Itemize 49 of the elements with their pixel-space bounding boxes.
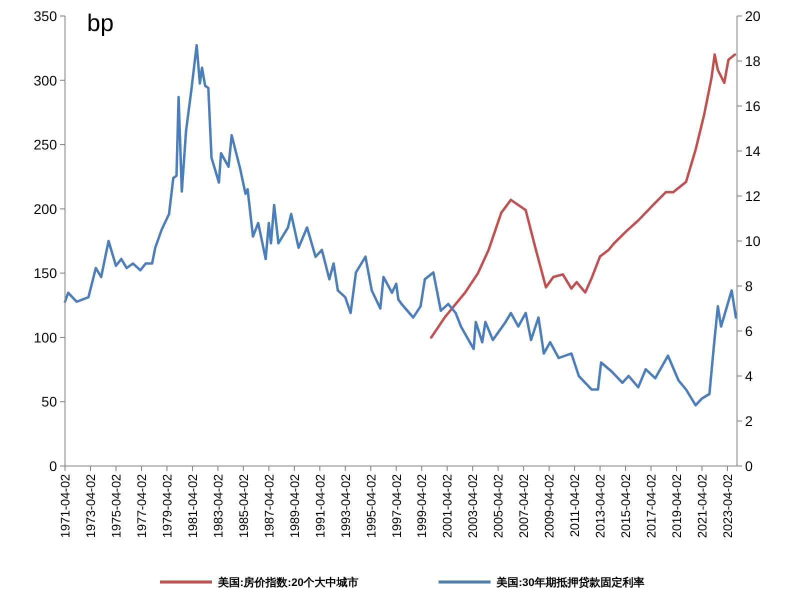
x-tick-label: 1989-04-02 — [288, 474, 302, 538]
x-tick-label: 1999-04-02 — [415, 474, 430, 538]
x-tick-label: 1977-04-02 — [134, 474, 149, 538]
x-tick-label: 2023-04-02 — [720, 474, 735, 538]
y2-tick-label: 14 — [745, 143, 761, 159]
x-tick-label: 2009-04-02 — [542, 474, 557, 538]
y-tick-label: 150 — [34, 265, 58, 282]
legend-label: 美国:30年期抵押贷款固定利率 — [496, 576, 644, 589]
x-tick-label: 1971-04-02 — [58, 474, 73, 538]
y2-tick-label: 12 — [745, 188, 761, 204]
x-tick-label: 1997-04-02 — [390, 474, 404, 538]
x-tick-label: 2001-04-02 — [440, 474, 455, 538]
y2-tick-label: 2 — [745, 413, 753, 429]
x-tick-label: 1981-04-02 — [186, 474, 200, 538]
x-tick-label: 1995-04-02 — [364, 474, 378, 538]
y2-tick-label: 4 — [745, 368, 753, 384]
x-tick-label: 1973-04-02 — [84, 474, 98, 538]
x-tick-label: 2005-04-02 — [492, 474, 506, 538]
y-tick-label: 250 — [34, 136, 58, 153]
y2-tick-label: 6 — [745, 323, 753, 339]
x-tick-label: 2021-04-02 — [695, 474, 710, 538]
x-tick-label: 2007-04-02 — [517, 474, 532, 538]
x-tick-label: 2013-04-02 — [594, 474, 608, 538]
y2-tick-label: 0 — [745, 458, 753, 474]
x-tick-label: 2015-04-02 — [619, 474, 634, 538]
x-tick-label: 1983-04-02 — [211, 474, 226, 538]
x-tick-label: 1987-04-02 — [262, 474, 276, 538]
x-tick-label: 1993-04-02 — [338, 474, 353, 538]
y-tick-label: 50 — [41, 394, 58, 410]
x-tick-label: 2003-04-02 — [466, 474, 480, 538]
x-tick-label: 1975-04-02 — [109, 474, 124, 538]
y2-tick-label: 10 — [745, 233, 761, 249]
y-tick-label: 350 — [34, 8, 58, 24]
y-tick-label: 100 — [34, 329, 58, 346]
y2-tick-label: 18 — [745, 53, 761, 69]
x-tick-label: 2011-04-02 — [568, 474, 582, 538]
x-tick-label: 2019-04-02 — [670, 474, 684, 538]
y-tick-label: 200 — [34, 200, 58, 217]
y-tick-label: 300 — [34, 72, 58, 88]
x-tick-label: 1991-04-02 — [313, 474, 328, 538]
x-tick-label: 1979-04-02 — [160, 474, 174, 538]
y-tick-label: 0 — [49, 458, 58, 474]
y2-tick-label: 20 — [745, 8, 761, 24]
x-tick-label: 2017-04-02 — [644, 474, 659, 538]
y-axis-title: bp — [87, 10, 114, 37]
x-tick-label: 1985-04-02 — [236, 474, 251, 538]
y2-tick-label: 8 — [745, 278, 753, 294]
legend-label: 美国:房价指数:20个大中城市 — [217, 576, 359, 589]
y2-tick-label: 16 — [745, 98, 761, 114]
